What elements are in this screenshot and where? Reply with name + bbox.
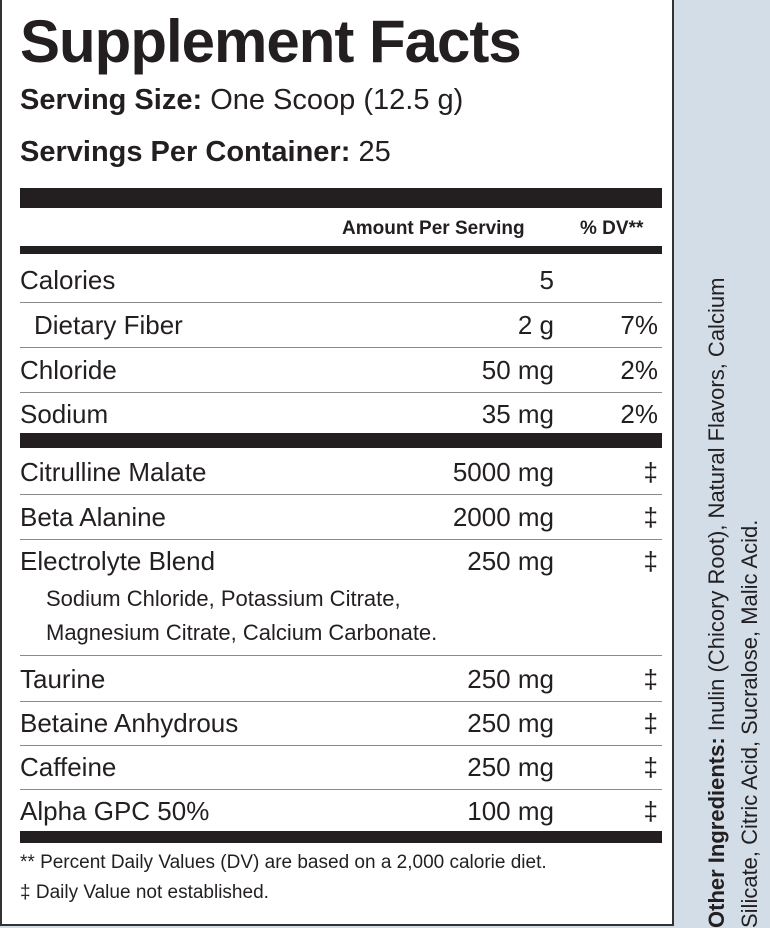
thick-divider xyxy=(20,188,662,208)
row-dv: ‡ xyxy=(643,752,658,782)
row-amount: 35 mg xyxy=(481,399,554,429)
row-dv: ‡ xyxy=(643,708,658,738)
row-dv: ‡ xyxy=(643,546,658,576)
divider xyxy=(20,655,662,656)
table-row: Calories 5 xyxy=(20,258,662,303)
other-ingredients: Other Ingredients: Inulin (Chicory Root)… xyxy=(700,248,766,928)
row-name: Taurine xyxy=(20,664,106,694)
row-dv: ‡ xyxy=(643,664,658,694)
row-amount: 5 xyxy=(539,265,554,295)
servings-label: Servings Per Container: xyxy=(20,136,351,168)
table-row: Citrulline Malate 5000 mg ‡ xyxy=(20,450,662,495)
row-name: Chloride xyxy=(20,355,117,385)
row-amount: 100 mg xyxy=(467,796,554,826)
row-name: Citrulline Malate xyxy=(20,457,207,487)
row-dv: ‡ xyxy=(643,502,658,532)
footnote-dagger: ‡ Daily Value not established. xyxy=(20,882,269,903)
dv-header: % DV** xyxy=(580,218,644,239)
row-name: Caffeine xyxy=(20,752,117,782)
row-amount: 250 mg xyxy=(467,664,554,694)
row-amount: 250 mg xyxy=(467,752,554,782)
serving-size: Serving Size: One Scoop (12.5 g) xyxy=(20,82,463,118)
row-dv: 7% xyxy=(620,310,658,340)
row-name: Dietary Fiber xyxy=(34,310,183,340)
supplement-facts-panel: Supplement Facts Serving Size: One Scoop… xyxy=(0,0,674,926)
table-row: Sodium 35 mg 2% xyxy=(20,392,662,436)
servings-per-container: Servings Per Container: 25 xyxy=(20,134,391,170)
thick-divider xyxy=(20,433,662,448)
row-amount: 50 mg xyxy=(481,355,554,385)
row-dv: 2% xyxy=(620,399,658,429)
thick-divider xyxy=(20,831,662,843)
table-row: Beta Alanine 2000 mg ‡ xyxy=(20,495,662,540)
table-row: Betaine Anhydrous 250 mg ‡ xyxy=(20,701,662,746)
row-dv: ‡ xyxy=(643,796,658,826)
row-name: Electrolyte Blend xyxy=(20,546,216,576)
row-name: Alpha GPC 50% xyxy=(20,796,210,826)
table-row: Dietary Fiber 2 g 7% xyxy=(20,303,662,348)
table-row: Alpha GPC 50% 100 mg ‡ xyxy=(20,789,662,833)
row-amount: 2000 mg xyxy=(452,502,554,532)
serving-size-label: Serving Size: xyxy=(20,84,203,116)
blend-detail: Sodium Chloride, Potassium Citrate, xyxy=(46,586,401,611)
row-amount: 250 mg xyxy=(467,546,554,576)
row-amount: 5000 mg xyxy=(452,457,554,487)
row-name: Calories xyxy=(20,265,116,295)
table-row: Electrolyte Blend 250 mg ‡ xyxy=(20,539,662,583)
footnote-dv: ** Percent Daily Values (DV) are based o… xyxy=(20,852,547,873)
title: Supplement Facts xyxy=(20,8,522,75)
row-amount: 250 mg xyxy=(467,708,554,738)
row-name: Betaine Anhydrous xyxy=(20,708,239,738)
row-name: Beta Alanine xyxy=(20,502,167,532)
row-dv: ‡ xyxy=(643,457,658,487)
row-dv: 2% xyxy=(620,355,658,385)
blend-detail: Magnesium Citrate, Calcium Carbonate. xyxy=(46,620,438,645)
servings-value: 25 xyxy=(358,136,391,168)
table-row: Taurine 250 mg ‡ xyxy=(20,657,662,702)
other-ingredients-label: Other Ingredients: xyxy=(704,737,729,928)
row-name: Sodium xyxy=(20,399,109,429)
row-amount: 2 g xyxy=(517,310,554,340)
amount-header: Amount Per Serving xyxy=(342,218,525,239)
table-row: Chloride 50 mg 2% xyxy=(20,348,662,393)
divider xyxy=(20,246,662,254)
serving-size-value: One Scoop (12.5 g) xyxy=(210,84,464,116)
table-row: Caffeine 250 mg ‡ xyxy=(20,745,662,790)
